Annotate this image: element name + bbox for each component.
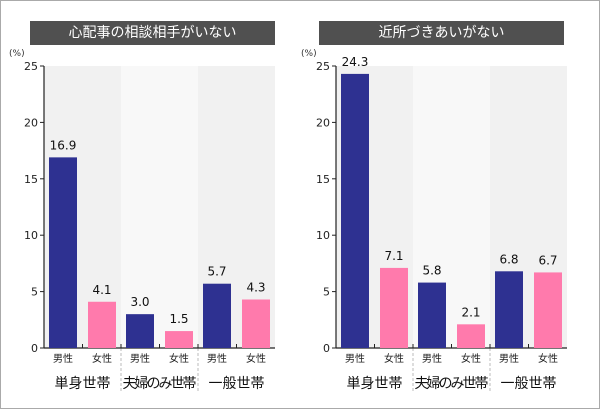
bar-male (418, 282, 446, 348)
y-tick-label: 15 (24, 173, 38, 186)
x-sub-label: 男性 (499, 352, 519, 365)
x-sub-label: 女性 (461, 352, 481, 365)
bar-male (341, 73, 369, 349)
x-sub-label: 男性 (53, 352, 73, 365)
x-sub-label: 女性 (246, 352, 266, 365)
x-sub-label: 男性 (207, 352, 227, 365)
bar-female (242, 299, 270, 348)
bar-female (88, 301, 116, 348)
y-tick-label: 0 (31, 342, 38, 355)
y-tick-label: 5 (323, 286, 330, 299)
data-label: 24.3 (342, 55, 369, 69)
x-category-label: 単身世帯 (55, 376, 111, 392)
y-tick-label: 15 (316, 173, 330, 186)
bar-female (165, 331, 193, 348)
y-unit-label: (%) (301, 49, 317, 59)
x-category-label: 夫婦のみ世帯 (123, 375, 197, 392)
y-tick-label: 20 (316, 116, 330, 129)
y-tick-label: 5 (31, 286, 38, 299)
data-label: 6.7 (538, 253, 557, 267)
data-label: 7.1 (384, 249, 403, 263)
x-sub-label: 女性 (169, 352, 189, 365)
x-sub-label: 女性 (538, 352, 558, 365)
data-label: 1.5 (169, 312, 188, 326)
y-unit-label: (%) (9, 49, 25, 59)
data-label: 5.7 (207, 265, 226, 279)
data-label: 6.8 (499, 252, 518, 266)
x-sub-label: 男性 (422, 352, 442, 365)
data-label: 3.0 (130, 295, 149, 309)
bar-male (126, 314, 154, 348)
y-tick-label: 10 (24, 229, 38, 242)
x-category-label: 一般世帯 (209, 376, 265, 392)
x-sub-label: 女性 (92, 352, 112, 365)
group-band (121, 66, 198, 348)
bar-male (203, 283, 231, 348)
y-tick-label: 0 (323, 342, 330, 355)
bar-female (380, 267, 408, 348)
x-category-label: 夫婦のみ世帯 (415, 375, 489, 392)
data-label: 4.3 (246, 280, 265, 294)
x-category-label: 一般世帯 (501, 376, 557, 392)
x-sub-label: 女性 (384, 352, 404, 365)
data-label: 4.1 (92, 283, 111, 297)
x-sub-label: 男性 (345, 352, 365, 365)
bar-female (457, 324, 485, 348)
y-tick-label: 20 (24, 116, 38, 129)
chart-title-right: 近所づきあいがない (319, 21, 564, 45)
data-label: 5.8 (422, 264, 441, 278)
data-label: 2.1 (461, 305, 480, 319)
x-sub-label: 男性 (130, 352, 150, 365)
y-tick-label: 10 (316, 229, 330, 242)
y-tick-label: 25 (316, 60, 330, 73)
bar-female (534, 272, 562, 348)
y-tick-label: 25 (24, 60, 38, 73)
data-label: 16.9 (50, 138, 77, 152)
bar-male (495, 271, 523, 348)
chart-title-left: 心配事の相談相手がいない (30, 21, 275, 45)
bar-male (49, 157, 77, 348)
x-category-label: 単身世帯 (347, 376, 403, 392)
